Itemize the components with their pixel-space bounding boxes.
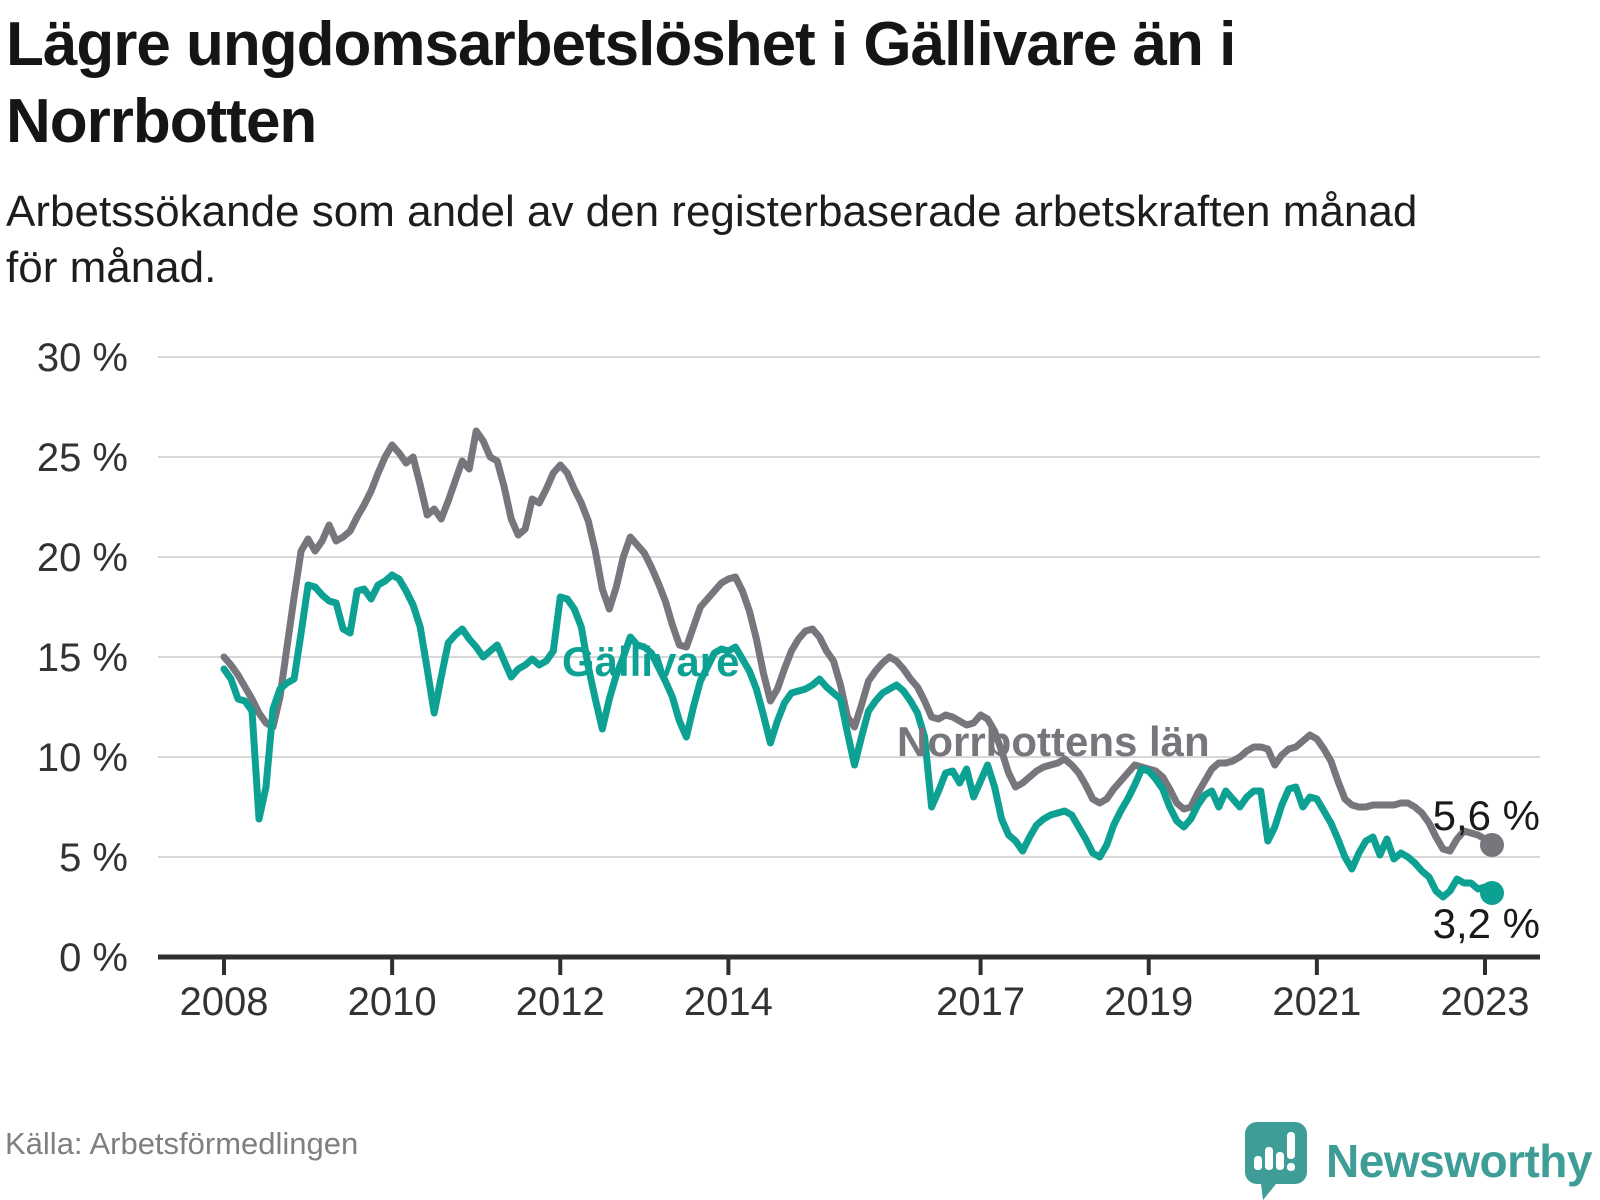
subtitle-line-1: Arbetssökande som andel av den registerb… (6, 187, 1418, 236)
brand-logo: Newsworthy (1240, 1122, 1592, 1200)
source-note: Källa: Arbetsförmedlingen (5, 1126, 359, 1161)
end-value-label-gallivare: 3,2 % (1432, 900, 1540, 947)
x-tick-label-2010: 2010 (348, 980, 437, 1024)
series-label-norrbotten: Norrbottens län (897, 718, 1210, 765)
line-chart: 0 % 5 % 10 % 15 % 20 % 25 % 30 % 2008 2010 2012 20… (0, 320, 1600, 1040)
y-tick-label-0: 0 % (59, 936, 128, 980)
line-norrbotten (220, 427, 1496, 855)
newsworthy-icon (1245, 1122, 1308, 1200)
bar-2 (1265, 1147, 1274, 1170)
end-dot-gallivare (1480, 881, 1504, 905)
x-tick-label-2014: 2014 (684, 980, 773, 1024)
end-dot-norrbotten (1480, 833, 1504, 857)
title-line-2: Norrbotten (6, 87, 317, 156)
end-value-label-norrbotten: 5,6 % (1432, 792, 1540, 839)
x-tick-label-2021: 2021 (1272, 980, 1361, 1024)
exclamation-dot (1287, 1163, 1296, 1171)
page-title: Lägre ungdomsarbetslöshet i Gällivare än… (6, 6, 1586, 160)
y-tick-label-15: 15 % (37, 636, 128, 680)
x-tick-label-2023: 2023 (1441, 980, 1530, 1024)
y-tick-label-10: 10 % (37, 736, 128, 780)
x-tick-label-2019: 2019 (1104, 980, 1193, 1024)
bar-1 (1254, 1156, 1263, 1170)
subtitle-line-2: för månad. (6, 243, 217, 292)
y-tick-label-25: 25 % (37, 436, 128, 480)
x-tick-label-2017: 2017 (936, 980, 1025, 1024)
chart-canvas: 0 % 5 % 10 % 15 % 20 % 25 % 30 % 2008 2010 2012 20… (37, 336, 1540, 1024)
line-gallivare (220, 571, 1496, 901)
x-tick-label-2008: 2008 (180, 980, 269, 1024)
exclamation-bar (1287, 1132, 1296, 1159)
brand-name: Newsworthy (1326, 1135, 1592, 1187)
title-line-1: Lägre ungdomsarbetslöshet i Gällivare än… (6, 10, 1236, 79)
bar-3 (1276, 1152, 1285, 1170)
chart-subtitle: Arbetssökande som andel av den registerb… (6, 184, 1586, 296)
y-tick-label-30: 30 % (37, 336, 128, 380)
x-tick-label-2012: 2012 (516, 980, 605, 1024)
series-label-gallivare: Gällivare (562, 638, 740, 685)
y-tick-label-20: 20 % (37, 536, 128, 580)
y-tick-label-5: 5 % (59, 836, 128, 880)
